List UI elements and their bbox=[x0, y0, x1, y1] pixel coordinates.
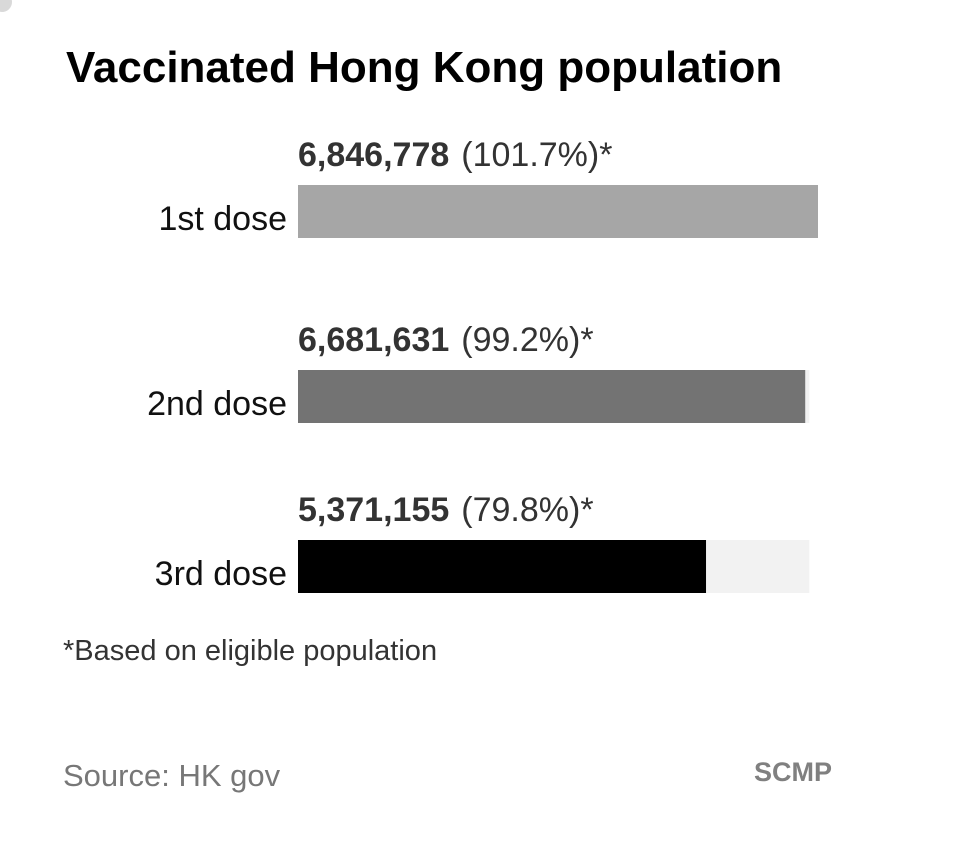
bars-layer: 1st dose 6,846,778 (101.7%)* 2nd dose 6,681,… bbox=[147, 136, 818, 593]
chart-title: Vaccinated Hong Kong population bbox=[66, 43, 782, 92]
bar-2nd-dose bbox=[298, 370, 806, 423]
corner-mark bbox=[0, 0, 12, 12]
category-label-1st-dose: 1st dose bbox=[158, 200, 287, 238]
value-percent-1st-dose: (101.7%)* bbox=[461, 136, 612, 174]
bar-1st-dose bbox=[298, 185, 818, 238]
footnote: *Based on eligible population bbox=[63, 635, 437, 667]
category-label-2nd-dose: 2nd dose bbox=[147, 385, 287, 423]
value-percent-3rd-dose: (79.8%)* bbox=[461, 491, 593, 529]
bar-3rd-dose bbox=[298, 540, 707, 593]
value-label-3rd-dose: 5,371,155 (79.8%)* bbox=[298, 491, 594, 529]
value-count-3rd-dose: 5,371,155 bbox=[298, 491, 449, 529]
value-label-2nd-dose: 6,681,631 (99.2%)* bbox=[298, 321, 594, 359]
category-label-3rd-dose: 3rd dose bbox=[155, 555, 287, 593]
brand-logo-text: SCMP bbox=[754, 757, 832, 787]
value-percent-2nd-dose: (99.2%)* bbox=[461, 321, 593, 359]
value-count-2nd-dose: 6,681,631 bbox=[298, 321, 449, 359]
value-label-1st-dose: 6,846,778 (101.7%)* bbox=[298, 136, 612, 174]
value-count-1st-dose: 6,846,778 bbox=[298, 136, 449, 174]
source-note: Source: HK gov bbox=[63, 758, 281, 793]
